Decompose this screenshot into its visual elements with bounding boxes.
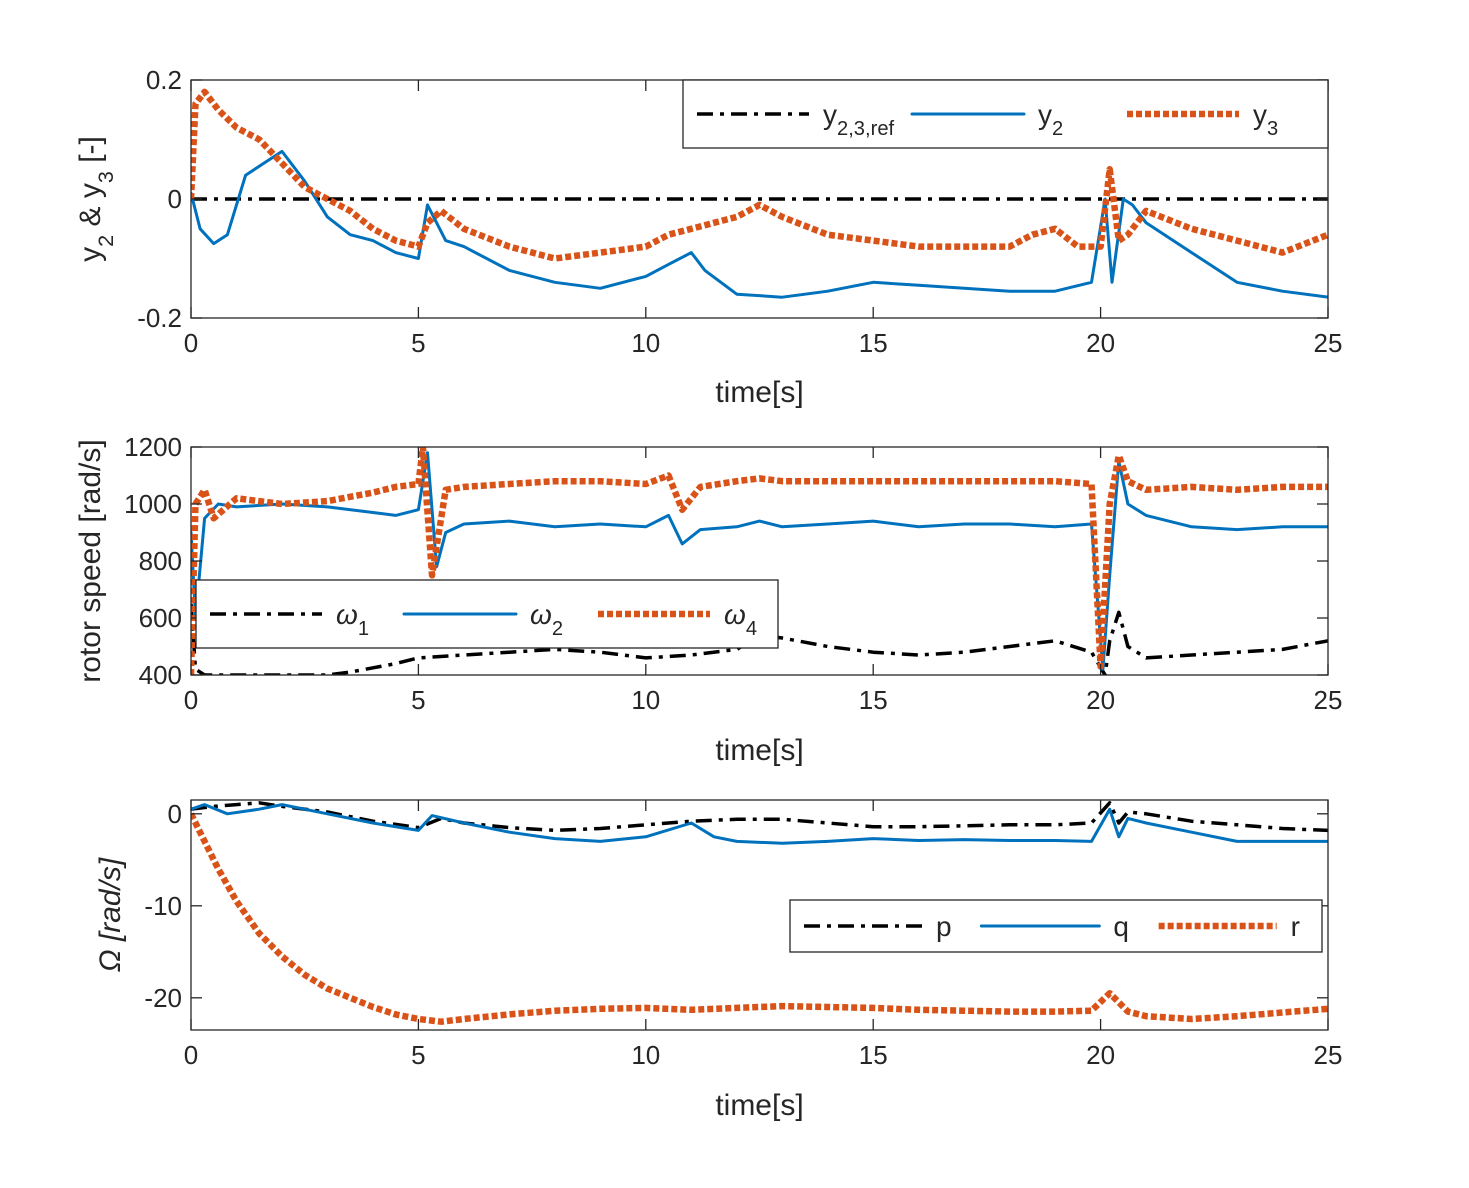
series-line-1 — [191, 801, 1328, 833]
x-tick-label: 0 — [184, 685, 198, 715]
x-tick-label: 10 — [631, 328, 660, 358]
x-axis-label: time[s] — [715, 734, 803, 767]
series-line-3 — [191, 88, 1328, 262]
series-line-2 — [191, 149, 1328, 299]
y-axis-label: rotor speed [rad/s] — [74, 439, 107, 682]
x-tick-label: 20 — [1086, 1040, 1115, 1070]
y-tick-label: 600 — [139, 603, 182, 633]
y-axis-label: y2 & y3 [-] — [74, 136, 118, 262]
x-tick-label: 5 — [411, 1040, 425, 1070]
legend: y2,3,ref y2 y3 — [682, 79, 1329, 149]
x-axis-label: time[s] — [715, 376, 803, 409]
y-tick-label: 0 — [168, 184, 182, 214]
legend-label-3: y3 — [1253, 99, 1278, 140]
x-tick-label: 5 — [411, 328, 425, 358]
legend-label-2: q — [1113, 911, 1129, 942]
series-group — [191, 88, 1328, 299]
y-tick-label: 800 — [139, 546, 182, 576]
y-tick-label: -0.2 — [137, 303, 182, 333]
series-group — [191, 801, 1328, 1025]
legend: p q r — [789, 899, 1323, 953]
series-line-2 — [191, 451, 1328, 671]
x-tick-label: 20 — [1086, 328, 1115, 358]
x-tick-label: 5 — [411, 685, 425, 715]
legend-label-2: y2 — [1038, 99, 1063, 140]
series-line-2 — [191, 803, 1328, 845]
series-line-3 — [191, 447, 1328, 675]
y-axis-label: Ω [rad/s] — [94, 857, 127, 972]
legend-label-3: r — [1291, 911, 1300, 942]
y-tick-label: -10 — [144, 891, 182, 921]
x-tick-label: 10 — [631, 685, 660, 715]
x-tick-label: 0 — [184, 1040, 198, 1070]
y-tick-label: 0.2 — [146, 65, 182, 95]
legend-label-1: y2,3,ref — [823, 99, 895, 140]
x-tick-label: 0 — [184, 328, 198, 358]
axes-box — [190, 799, 1329, 1031]
legend-label-1: p — [936, 911, 952, 942]
legend: ω1 ω2 ω4 — [195, 579, 779, 649]
x-tick-label: 20 — [1086, 685, 1115, 715]
y-tick-label: 0 — [168, 799, 182, 829]
x-tick-label: 25 — [1314, 685, 1343, 715]
x-tick-label: 15 — [859, 1040, 888, 1070]
x-tick-label: 10 — [631, 1040, 660, 1070]
legend-label-3: ω4 — [724, 599, 757, 640]
series-line-3 — [191, 812, 1328, 1025]
x-tick-label: 25 — [1314, 1040, 1343, 1070]
x-tick-label: 15 — [859, 685, 888, 715]
x-axis-label: time[s] — [715, 1089, 803, 1122]
chart-panel-3: 0 5 10 15 20 25 -20 -10 0 time[s] Ω [rad/s] p q r — [94, 799, 1342, 1122]
x-tick-label: 25 — [1314, 328, 1343, 358]
y-tick-label: 1000 — [124, 489, 182, 519]
chart-panel-2: 0 5 10 15 20 25 400 600 800 1000 1200 time[s] rotor … — [74, 432, 1342, 767]
x-tick-label: 15 — [859, 328, 888, 358]
y-tick-label: 400 — [139, 660, 182, 690]
y-tick-label: -20 — [144, 983, 182, 1013]
y-tick-label: 1200 — [124, 432, 182, 462]
legend-label-1: ω1 — [336, 599, 369, 640]
legend-label-2: ω2 — [530, 599, 563, 640]
